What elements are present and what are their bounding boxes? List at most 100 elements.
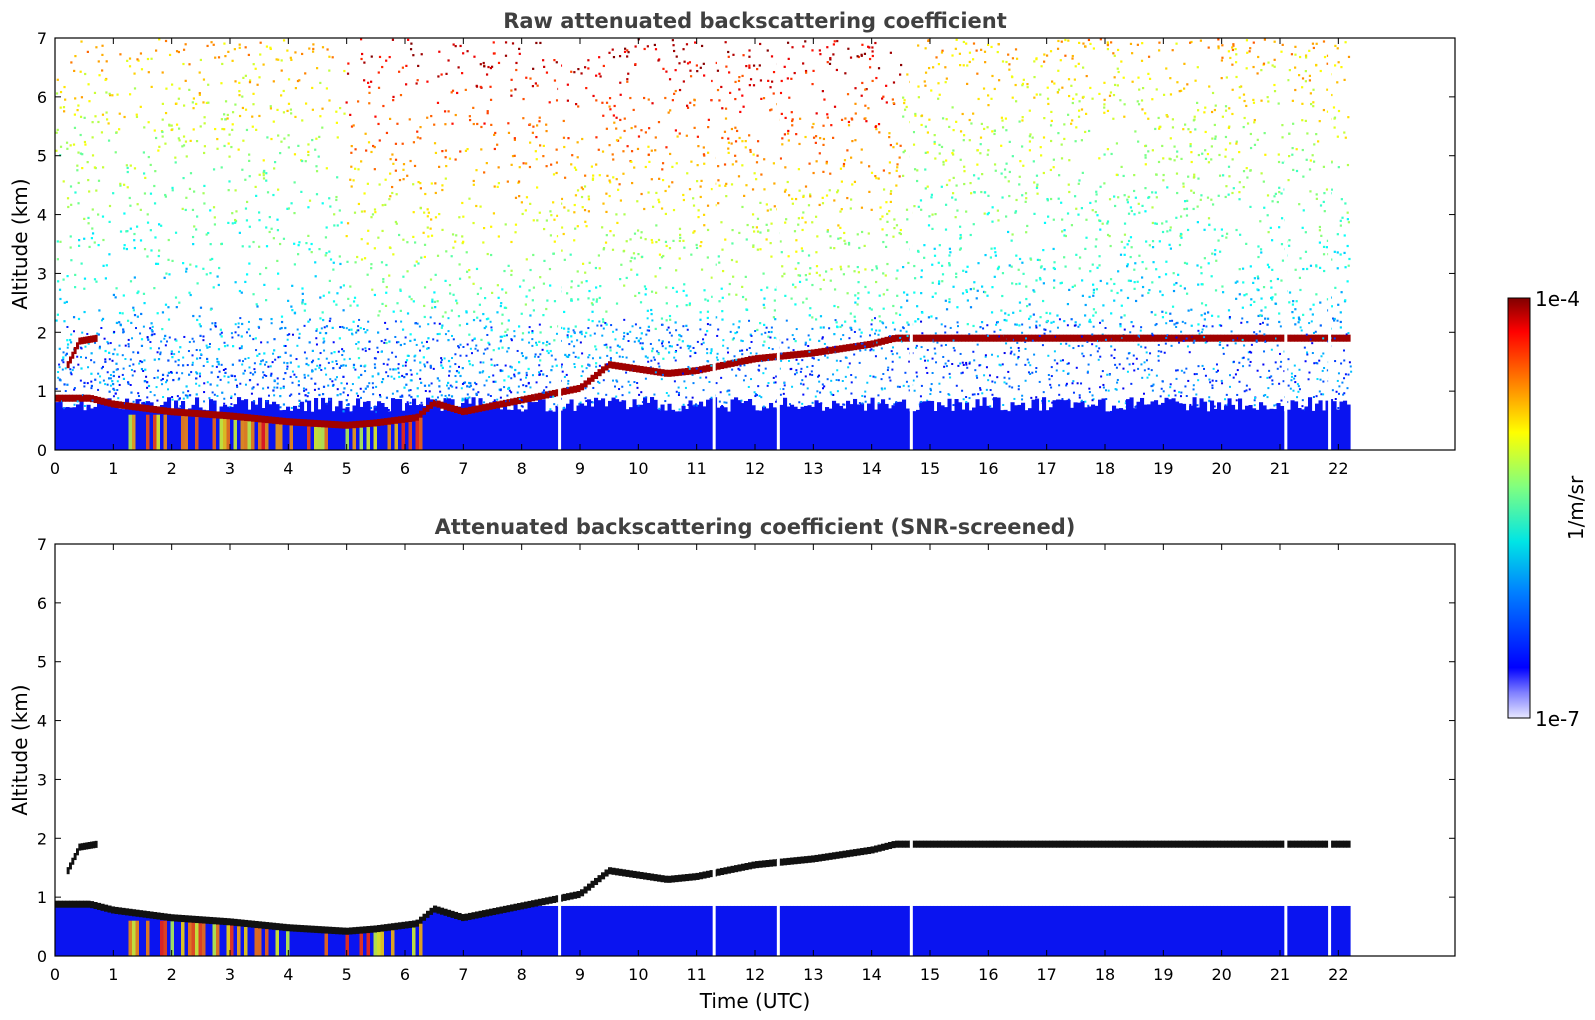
noise-cell [668, 331, 671, 334]
noise-cell [794, 303, 797, 306]
noise-cell [280, 69, 283, 72]
noise-cell [811, 364, 814, 367]
noise-cell [165, 381, 168, 384]
noise-cell [956, 331, 959, 334]
surface-cell [933, 410, 938, 450]
noise-cell [793, 338, 796, 341]
noise-cell [608, 194, 611, 198]
noise-cell [930, 89, 933, 92]
noise-cell [609, 349, 612, 352]
noise-cell [485, 379, 488, 382]
noise-cell [108, 220, 111, 224]
layer-top-cell [870, 340, 875, 348]
noise-cell [146, 336, 149, 339]
noise-cell [994, 381, 997, 384]
noise-cell [643, 285, 647, 288]
noise-cell [1059, 59, 1062, 62]
noise-cell [552, 173, 556, 176]
noise-cell [735, 374, 738, 377]
noise-cell [443, 110, 447, 113]
noise-cell [811, 316, 814, 319]
layer-top-cell [195, 409, 200, 418]
noise-cell [1021, 145, 1024, 148]
noise-cell [868, 307, 871, 310]
noise-cell [423, 255, 426, 259]
noise-cell [780, 251, 783, 254]
noise-cell [661, 342, 664, 345]
noise-cell [797, 274, 800, 277]
noise-cell [906, 335, 909, 338]
noise-cell [332, 268, 335, 271]
noise-cell [602, 202, 605, 205]
noise-cell [320, 327, 323, 330]
noise-cell [595, 298, 599, 301]
noise-cell [302, 387, 305, 390]
layer-top-cell [646, 367, 651, 375]
noise-cell [384, 321, 387, 324]
noise-cell [534, 353, 537, 356]
noise-cell [447, 59, 450, 62]
surface-cell [548, 410, 553, 450]
noise-cell [716, 88, 720, 92]
noise-cell [563, 145, 566, 149]
noise-cell [195, 393, 198, 396]
noise-cell [457, 345, 460, 348]
noise-cell [861, 402, 864, 405]
noise-cell [483, 401, 486, 404]
surface-cell [527, 398, 532, 450]
noise-cell [822, 278, 825, 281]
noise-cell [392, 368, 395, 371]
noise-cell [397, 367, 400, 370]
noise-cell [248, 262, 251, 265]
noise-cell [83, 140, 87, 144]
noise-cell [914, 112, 917, 116]
layer-top-cell [429, 401, 434, 409]
layer-top-cell [251, 414, 256, 422]
noise-cell [230, 403, 233, 406]
noise-cell [630, 160, 633, 164]
noise-cell [760, 173, 763, 176]
noise-cell [335, 110, 338, 113]
noise-cell [842, 334, 845, 337]
noise-cell [608, 51, 611, 54]
noise-cell [1063, 319, 1066, 323]
noise-cell [244, 108, 248, 111]
noise-cell [626, 80, 629, 83]
noise-cell [606, 174, 609, 177]
surface-cell [111, 403, 116, 450]
noise-cell [378, 393, 381, 396]
noise-cell [163, 276, 166, 279]
noise-cell [312, 47, 315, 51]
noise-cell [136, 58, 139, 61]
noise-cell [217, 363, 220, 366]
noise-cell [678, 239, 681, 243]
noise-cell [454, 240, 457, 243]
noise-cell [436, 254, 440, 257]
noise-cell [241, 95, 244, 98]
noise-cell [996, 321, 999, 324]
noise-cell [623, 318, 626, 321]
surface-cell [1021, 402, 1026, 450]
noise-cell [766, 286, 769, 289]
noise-cell [140, 360, 144, 364]
noise-cell [451, 233, 455, 236]
noise-cell [373, 247, 376, 250]
layer-top-cell [730, 359, 735, 367]
noise-cell [426, 116, 429, 119]
surface-cell [842, 408, 847, 450]
noise-cell [877, 394, 880, 397]
noise-cell [650, 308, 653, 312]
noise-cell [972, 223, 975, 226]
noise-cell [677, 394, 680, 397]
noise-cell [605, 346, 609, 349]
layer-top-cell [338, 421, 343, 429]
layer-top-cell [349, 421, 354, 429]
noise-cell [238, 90, 241, 93]
noise-cell [286, 49, 289, 52]
noise-cell [542, 282, 546, 285]
noise-cell [468, 268, 471, 272]
noise-cell [815, 271, 818, 274]
noise-cell [745, 184, 748, 187]
noise-cell [57, 376, 60, 379]
noise-cell [930, 196, 933, 199]
